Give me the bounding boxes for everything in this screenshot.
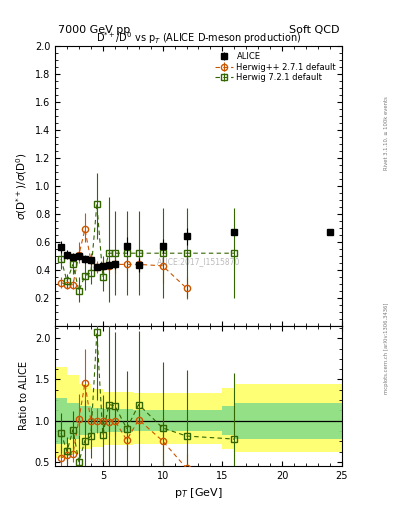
Text: mcplots.cern.ch [arXiv:1306.3436]: mcplots.cern.ch [arXiv:1306.3436] [384,303,389,394]
Y-axis label: $\sigma$(D$^{*+}$)/$\sigma$(D$^0$): $\sigma$(D$^{*+}$)/$\sigma$(D$^0$) [15,152,29,220]
Text: ALICE:2017_I1515870: ALICE:2017_I1515870 [157,257,240,266]
Text: Soft QCD: Soft QCD [288,25,339,35]
X-axis label: p$_T$ [GeV]: p$_T$ [GeV] [174,486,223,500]
Legend: ALICE, Herwig++ 2.7.1 default, Herwig 7.2.1 default: ALICE, Herwig++ 2.7.1 default, Herwig 7.… [213,50,338,84]
Text: Rivet 3.1.10, ≥ 100k events: Rivet 3.1.10, ≥ 100k events [384,96,389,170]
Y-axis label: Ratio to ALICE: Ratio to ALICE [19,361,29,431]
Text: 7000 GeV pp: 7000 GeV pp [58,25,130,35]
Title: D$^{*+}$/D$^0$ vs p$_T$ (ALICE D-meson production): D$^{*+}$/D$^0$ vs p$_T$ (ALICE D-meson p… [96,30,301,46]
